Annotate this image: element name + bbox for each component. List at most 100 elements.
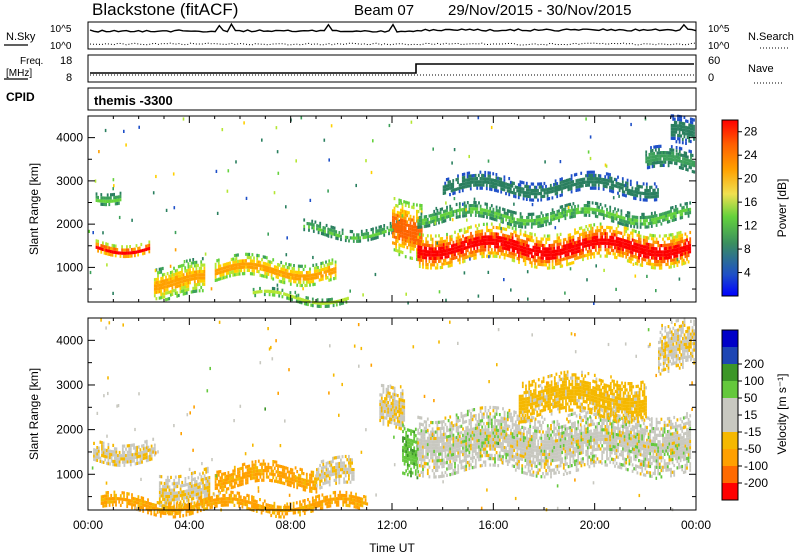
data-cell [160, 491, 163, 495]
data-cell [299, 271, 302, 275]
data-cell [538, 246, 541, 250]
data-cell [324, 471, 326, 476]
data-cell [317, 269, 319, 273]
data-cell [530, 264, 533, 268]
data-cell [281, 271, 284, 275]
noise-left-tick-top: 10^5 [50, 24, 72, 35]
data-cell [526, 247, 528, 251]
data-cell [195, 270, 198, 274]
data-cell [327, 298, 330, 302]
data-cell [281, 468, 284, 472]
data-cell [419, 229, 421, 233]
data-cell [477, 180, 480, 184]
data-cell [150, 454, 153, 458]
data-cell [593, 177, 595, 181]
data-cell [540, 195, 543, 199]
data-cell [569, 239, 572, 243]
data-cell [629, 182, 632, 187]
data-cell [527, 219, 530, 223]
data-cell [229, 261, 231, 265]
data-cell [652, 221, 655, 225]
data-cell [278, 464, 281, 468]
data-cell [438, 234, 440, 238]
data-cell [486, 229, 488, 233]
data-cell [519, 186, 522, 190]
data-cell [181, 270, 183, 274]
data-cell [575, 253, 578, 257]
data-cell [257, 270, 260, 274]
data-cell [301, 264, 303, 268]
data-cell [219, 479, 222, 483]
data-cell [633, 229, 636, 233]
data-cell [308, 225, 310, 229]
data-cell [654, 217, 656, 221]
data-cell [149, 454, 151, 458]
data-cell [396, 233, 399, 237]
data-cell [286, 296, 289, 300]
data-cell [495, 179, 498, 183]
data-cell [612, 236, 615, 240]
data-cell [329, 271, 332, 275]
data-cell [650, 224, 653, 228]
data-cell [570, 251, 573, 256]
data-cell [273, 466, 276, 470]
data-cell [566, 247, 568, 251]
data-cell [327, 480, 329, 484]
data-cell [95, 195, 98, 199]
data-cell [678, 149, 681, 154]
data-cell [612, 190, 615, 194]
data-cell [623, 184, 626, 188]
data-cell [654, 211, 656, 215]
data-cell [169, 293, 172, 297]
data-cell [177, 271, 180, 275]
data-cell [615, 184, 618, 188]
data-cell [370, 234, 373, 238]
data-cell [311, 297, 314, 301]
data-cell [392, 209, 394, 213]
data-cell [174, 269, 177, 273]
data-cell [430, 237, 432, 241]
data-cell [498, 248, 501, 253]
data-cell [320, 460, 323, 464]
data-cell [588, 246, 591, 250]
data-cell [473, 204, 476, 208]
data-cell [101, 444, 103, 448]
data-cell [417, 251, 420, 255]
data-cell [562, 180, 565, 184]
data-cell [689, 117, 692, 121]
data-cell [646, 215, 648, 219]
data-cell [533, 192, 536, 196]
data-cell [325, 276, 327, 280]
data-cell [192, 277, 195, 281]
data-cell [514, 246, 517, 250]
data-cell [607, 248, 610, 252]
data-cell [644, 235, 647, 240]
data-cell [471, 241, 474, 245]
data-cell [309, 277, 311, 281]
data-cell [492, 217, 495, 221]
data-cell [416, 229, 418, 233]
data-cell [400, 199, 402, 203]
data-cell [596, 238, 599, 242]
data-cell [452, 244, 455, 248]
data-cell [673, 124, 676, 128]
data-cell [593, 239, 596, 243]
data-cell [516, 189, 519, 193]
data-cell [205, 486, 208, 490]
data-cell [420, 249, 423, 253]
data-cell [458, 241, 461, 246]
data-cell [412, 247, 415, 251]
data-cell [597, 186, 600, 191]
data-cell [673, 215, 676, 219]
data-cell [97, 195, 99, 200]
data-cell [304, 478, 307, 482]
data-cell [251, 476, 254, 480]
data-cell [166, 278, 169, 282]
data-cell [478, 210, 480, 215]
data-cell [420, 252, 423, 256]
data-cell [197, 476, 200, 480]
data-cell [96, 452, 99, 456]
data-cell [574, 211, 576, 215]
